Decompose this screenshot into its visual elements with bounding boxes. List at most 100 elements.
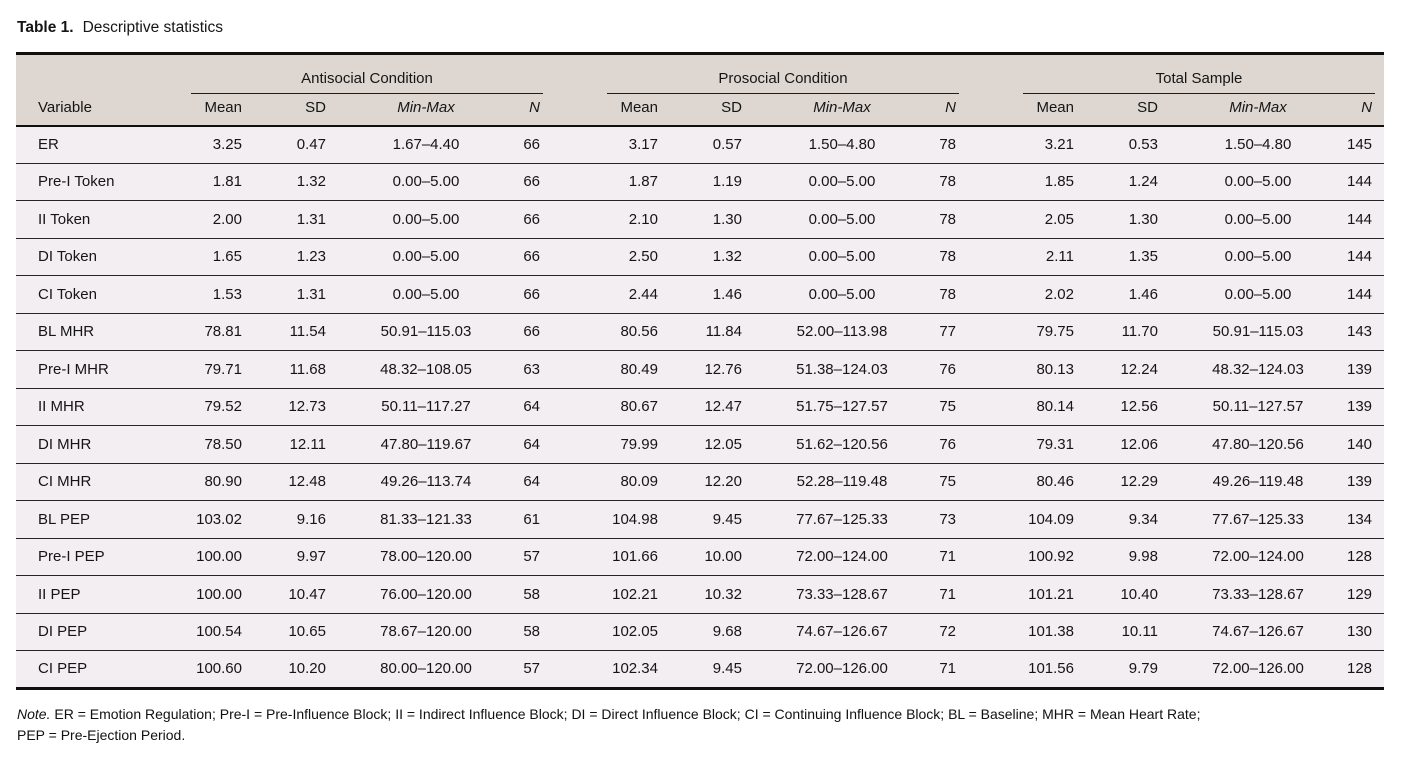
mean-cell: 80.90 bbox=[182, 462, 266, 501]
column-header-minmax: Min-Max bbox=[358, 93, 494, 127]
n-cell: 128 bbox=[1326, 650, 1385, 688]
n-cell: 139 bbox=[1326, 387, 1385, 426]
variable-cell: II Token bbox=[16, 200, 182, 238]
table-row: ER 3.25 0.47 1.67–4.40 66 3.17 0.57 1.50–4.80 78… bbox=[16, 125, 1385, 163]
minmax-cell: 0.00–5.00 bbox=[358, 237, 494, 276]
mean-cell: 2.10 bbox=[598, 200, 682, 238]
mean-cell: 102.05 bbox=[598, 612, 682, 651]
n-cell: 64 bbox=[494, 462, 552, 501]
sd-cell: 10.11 bbox=[1098, 612, 1190, 651]
mean-cell: 79.31 bbox=[1014, 425, 1098, 463]
sd-cell: 12.76 bbox=[682, 350, 774, 388]
column-header-mean: Mean bbox=[1014, 93, 1098, 127]
variable-cell: ER bbox=[16, 125, 182, 163]
mean-cell: 79.75 bbox=[1014, 312, 1098, 351]
mean-cell: 102.21 bbox=[598, 575, 682, 613]
group-gap bbox=[552, 125, 598, 163]
sd-cell: 11.70 bbox=[1098, 312, 1190, 351]
minmax-cell: 81.33–121.33 bbox=[358, 500, 494, 538]
sd-cell: 12.05 bbox=[682, 425, 774, 463]
mean-cell: 78.81 bbox=[182, 312, 266, 351]
group-gap bbox=[968, 575, 1014, 613]
minmax-cell: 72.00–126.00 bbox=[774, 650, 910, 688]
n-cell: 66 bbox=[494, 125, 552, 163]
sd-cell: 9.16 bbox=[266, 500, 358, 538]
sd-cell: 1.32 bbox=[682, 237, 774, 276]
mean-cell: 1.85 bbox=[1014, 162, 1098, 201]
sd-cell: 10.32 bbox=[682, 575, 774, 613]
sd-cell: 10.20 bbox=[266, 650, 358, 688]
variable-cell: II MHR bbox=[16, 387, 182, 426]
minmax-cell: 0.00–5.00 bbox=[1190, 200, 1326, 238]
group-header-underline: Prosocial Condition bbox=[607, 62, 959, 94]
minmax-cell: 50.11–117.27 bbox=[358, 387, 494, 426]
mean-cell: 100.00 bbox=[182, 537, 266, 576]
mean-cell: 80.56 bbox=[598, 312, 682, 351]
variable-cell: CI PEP bbox=[16, 650, 182, 688]
paper-page: Table 1. Descriptive statistics Antisocia… bbox=[16, 19, 1388, 743]
mean-cell: 2.00 bbox=[182, 200, 266, 238]
n-cell: 73 bbox=[910, 500, 968, 538]
group-gap bbox=[968, 125, 1014, 163]
n-cell: 76 bbox=[910, 350, 968, 388]
column-header-n: N bbox=[1326, 93, 1385, 127]
group-gap bbox=[552, 500, 598, 538]
group-gap bbox=[968, 312, 1014, 351]
variable-cell: CI Token bbox=[16, 275, 182, 313]
n-cell: 143 bbox=[1326, 312, 1385, 351]
minmax-cell: 51.62–120.56 bbox=[774, 425, 910, 463]
column-header-sd: SD bbox=[1098, 93, 1190, 127]
table-row: BL MHR 78.81 11.54 50.91–115.03 66 80.56 11.84… bbox=[16, 312, 1385, 351]
minmax-cell: 50.91–115.03 bbox=[358, 312, 494, 351]
table-row: Pre-I MHR 79.71 11.68 48.32–108.05 63 80.49 12… bbox=[16, 350, 1385, 388]
group-gap bbox=[968, 162, 1014, 201]
sd-cell: 12.06 bbox=[1098, 425, 1190, 463]
group-gap bbox=[968, 53, 1014, 94]
mean-cell: 1.81 bbox=[182, 162, 266, 201]
group-gap bbox=[968, 650, 1014, 688]
n-cell: 63 bbox=[494, 350, 552, 388]
table-row: Pre-I PEP 100.00 9.97 78.00–120.00 57 101.66 1… bbox=[16, 537, 1385, 576]
group-gap bbox=[552, 612, 598, 651]
sd-cell: 11.54 bbox=[266, 312, 358, 351]
group-gap bbox=[968, 200, 1014, 238]
column-header-sd: SD bbox=[682, 93, 774, 127]
variable-cell: DI MHR bbox=[16, 425, 182, 463]
n-cell: 78 bbox=[910, 200, 968, 238]
mean-cell: 101.56 bbox=[1014, 650, 1098, 688]
minmax-cell: 51.38–124.03 bbox=[774, 350, 910, 388]
mean-cell: 1.87 bbox=[598, 162, 682, 201]
group-gap bbox=[552, 312, 598, 351]
minmax-cell: 73.33–128.67 bbox=[774, 575, 910, 613]
group-gap bbox=[552, 537, 598, 576]
minmax-cell: 0.00–5.00 bbox=[358, 275, 494, 313]
minmax-cell: 0.00–5.00 bbox=[774, 162, 910, 201]
group-gap bbox=[552, 350, 598, 388]
group-gap bbox=[552, 387, 598, 426]
column-header-n: N bbox=[494, 93, 552, 127]
n-cell: 128 bbox=[1326, 537, 1385, 576]
sd-cell: 9.34 bbox=[1098, 500, 1190, 538]
group-gap bbox=[552, 462, 598, 501]
group-gap bbox=[968, 500, 1014, 538]
variable-cell: DI Token bbox=[16, 237, 182, 276]
mean-cell: 80.13 bbox=[1014, 350, 1098, 388]
table-row: Pre-I Token 1.81 1.32 0.00–5.00 66 1.87 1.19 0.… bbox=[16, 162, 1385, 201]
sd-cell: 1.31 bbox=[266, 275, 358, 313]
mean-cell: 1.53 bbox=[182, 275, 266, 313]
n-cell: 71 bbox=[910, 575, 968, 613]
table-row: II Token 2.00 1.31 0.00–5.00 66 2.10 1.30 0.00–… bbox=[16, 200, 1385, 238]
n-cell: 78 bbox=[910, 162, 968, 201]
minmax-cell: 48.32–108.05 bbox=[358, 350, 494, 388]
table-title: Table 1. Descriptive statistics bbox=[17, 19, 1388, 37]
n-cell: 144 bbox=[1326, 162, 1385, 201]
mean-cell: 3.21 bbox=[1014, 125, 1098, 163]
column-header-minmax: Min-Max bbox=[774, 93, 910, 127]
variable-cell: II PEP bbox=[16, 575, 182, 613]
variable-cell: DI PEP bbox=[16, 612, 182, 651]
minmax-cell: 77.67–125.33 bbox=[774, 500, 910, 538]
group-gap bbox=[968, 93, 1014, 127]
n-cell: 58 bbox=[494, 575, 552, 613]
table-header: Antisocial Condition Prosocial Condition… bbox=[16, 53, 1385, 127]
mean-cell: 1.65 bbox=[182, 237, 266, 276]
